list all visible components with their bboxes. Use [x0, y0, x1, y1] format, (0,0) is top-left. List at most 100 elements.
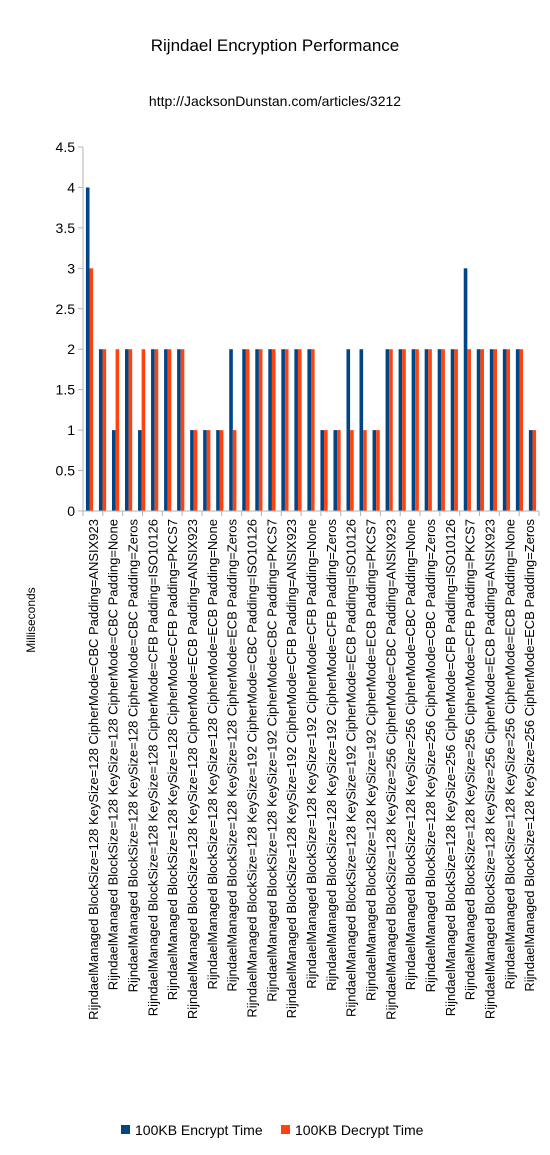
- x-tick-label-15: RijndaelManaged BlockSize=128 KeySize=25…: [383, 519, 398, 1020]
- bar-decrypt-32: [506, 349, 511, 511]
- bar-encrypt-2: [111, 430, 116, 511]
- bar-encrypt-14: [268, 349, 272, 511]
- x-tick-label-7: RijndaelManaged BlockSize=128 KeySize=12…: [225, 519, 240, 992]
- bar-decrypt-29: [467, 349, 471, 511]
- y-tick-label-6: 3: [67, 260, 75, 276]
- x-tick-label-14: RijndaelManaged BlockSize=128 KeySize=19…: [363, 519, 378, 1001]
- bar-decrypt-15: [284, 349, 289, 511]
- x-tick-label-18: RijndaelManaged BlockSize=128 KeySize=25…: [443, 519, 458, 1016]
- chart-subtitle: http://JacksonDunstan.com/articles/3212: [148, 93, 402, 109]
- legend-swatch-encrypt: [121, 1125, 130, 1134]
- bar-encrypt-32: [502, 349, 507, 511]
- bar-encrypt-23: [385, 349, 390, 511]
- bar-decrypt-24: [402, 349, 406, 511]
- bar-encrypt-4: [138, 430, 142, 511]
- bar-encrypt-5: [151, 349, 155, 511]
- bar-decrypt-23: [389, 349, 393, 511]
- bar-encrypt-28: [450, 349, 455, 511]
- y-tick-label-1: 0.5: [56, 463, 76, 479]
- bar-decrypt-3: [128, 349, 133, 511]
- bar-decrypt-16: [297, 349, 302, 511]
- bar-encrypt-33: [515, 349, 520, 511]
- bar-encrypt-19: [333, 430, 338, 511]
- bar-encrypt-1: [98, 349, 103, 511]
- bar-encrypt-15: [281, 349, 285, 511]
- x-tick-label-13: RijndaelManaged BlockSize=128 KeySize=19…: [344, 519, 359, 1017]
- bar-decrypt-34: [532, 430, 537, 511]
- bar-decrypt-6: [167, 349, 172, 511]
- x-tick-label-8: RijndaelManaged BlockSize=128 KeySize=19…: [245, 519, 260, 1018]
- bar-decrypt-22: [376, 430, 380, 511]
- bar-encrypt-30: [476, 349, 481, 511]
- x-tick-label-16: RijndaelManaged BlockSize=128 KeySize=25…: [403, 519, 418, 990]
- bar-encrypt-7: [177, 349, 181, 511]
- bar-decrypt-9: [206, 430, 211, 511]
- bar-encrypt-8: [190, 430, 194, 511]
- bar-decrypt-4: [141, 349, 146, 511]
- bar-decrypt-28: [454, 349, 458, 511]
- bar-encrypt-20: [346, 349, 351, 511]
- y-tick-label-4: 2: [67, 341, 75, 357]
- bar-encrypt-0: [85, 187, 90, 511]
- y-tick-label-7: 3.5: [56, 220, 76, 236]
- bar-encrypt-13: [255, 349, 259, 511]
- bar-encrypt-25: [411, 349, 416, 511]
- legend-label-encrypt: 100KB Encrypt Time: [135, 1122, 263, 1138]
- x-tick-label-2: RijndaelManaged BlockSize=128 KeySize=12…: [126, 519, 141, 993]
- y-tick-label-8: 4: [67, 179, 75, 195]
- x-tick-label-1: RijndaelManaged BlockSize=128 KeySize=12…: [106, 519, 121, 990]
- bar-decrypt-18: [324, 430, 328, 511]
- bar-encrypt-21: [359, 349, 364, 511]
- y-axis-title: Milliseconds: [24, 587, 38, 652]
- y-tick-label-3: 1.5: [56, 382, 76, 398]
- bar-encrypt-31: [489, 349, 494, 511]
- bar-decrypt-5: [154, 349, 159, 511]
- bar-encrypt-26: [424, 349, 429, 511]
- bar-decrypt-2: [115, 349, 120, 511]
- bar-decrypt-1: [102, 349, 107, 511]
- bar-encrypt-6: [164, 349, 168, 511]
- bar-decrypt-10: [219, 430, 224, 511]
- x-tick-label-10: RijndaelManaged BlockSize=128 KeySize=19…: [284, 519, 299, 1018]
- y-tick-label-0: 0: [67, 503, 75, 519]
- x-tick-label-3: RijndaelManaged BlockSize=128 KeySize=12…: [145, 519, 160, 1016]
- y-tick-label-9: 4.5: [56, 139, 76, 155]
- y-tick-label-5: 2.5: [56, 301, 76, 317]
- bar-encrypt-3: [125, 349, 129, 511]
- bar-decrypt-20: [350, 430, 354, 511]
- bar-encrypt-9: [203, 430, 207, 511]
- x-tick-label-17: RijndaelManaged BlockSize=128 KeySize=25…: [423, 519, 438, 993]
- bar-decrypt-17: [311, 349, 315, 511]
- bar-decrypt-27: [441, 349, 445, 511]
- legend-swatch-decrypt: [281, 1125, 290, 1134]
- bar-decrypt-8: [193, 430, 198, 511]
- bar-decrypt-12: [245, 349, 250, 511]
- bar-decrypt-21: [363, 430, 367, 511]
- x-tick-label-12: RijndaelManaged BlockSize=128 KeySize=19…: [324, 519, 339, 991]
- bar-encrypt-11: [229, 349, 233, 511]
- x-tick-label-22: RijndaelManaged BlockSize=128 KeySize=25…: [522, 519, 537, 992]
- bar-encrypt-27: [437, 349, 442, 511]
- x-tick-label-20: RijndaelManaged BlockSize=128 KeySize=25…: [482, 519, 497, 1019]
- chart-title: Rijndael Encryption Performance: [150, 36, 400, 55]
- bar-decrypt-30: [480, 349, 484, 511]
- bar-encrypt-16: [294, 349, 298, 511]
- x-tick-label-5: RijndaelManaged BlockSize=128 KeySize=12…: [185, 519, 200, 1019]
- bar-encrypt-34: [528, 430, 533, 511]
- bar-decrypt-7: [180, 349, 185, 511]
- bar-encrypt-24: [398, 349, 403, 511]
- bar-decrypt-0: [89, 268, 94, 511]
- bar-encrypt-17: [307, 349, 311, 511]
- bar-encrypt-22: [372, 430, 377, 511]
- bar-decrypt-14: [271, 349, 276, 511]
- x-tick-label-9: RijndaelManaged BlockSize=128 KeySize=19…: [264, 519, 279, 1002]
- bar-decrypt-33: [519, 349, 524, 511]
- bar-decrypt-25: [415, 349, 419, 511]
- bar-encrypt-12: [242, 349, 246, 511]
- x-tick-label-11: RijndaelManaged BlockSize=128 KeySize=19…: [304, 519, 319, 989]
- x-tick-label-6: RijndaelManaged BlockSize=128 KeySize=12…: [205, 519, 220, 989]
- y-tick-label-2: 1: [67, 422, 75, 438]
- x-tick-label-19: RijndaelManaged BlockSize=128 KeySize=25…: [463, 519, 478, 1000]
